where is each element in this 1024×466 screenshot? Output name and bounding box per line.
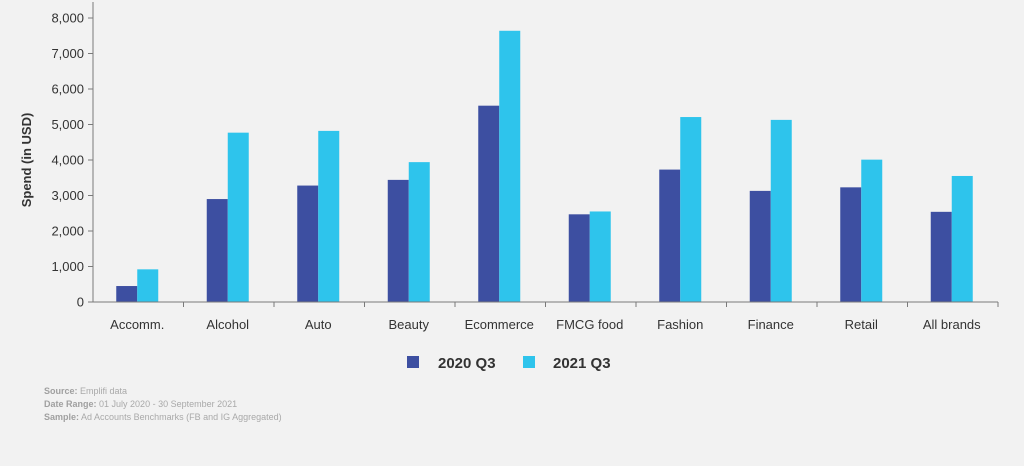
bar-chart: 0 1,000 2,000 3,000 4,000 5,000 6,000 7,000 8,00… [19, 2, 999, 372]
bar-2021-q3 [589, 211, 611, 302]
y-axis-title: Spend (in USD) [19, 113, 34, 208]
x-tick-label: Finance [748, 317, 794, 332]
bar-2021-q3 [408, 162, 430, 302]
x-tick-label: FMCG food [556, 317, 623, 332]
legend-swatch [407, 356, 419, 368]
legend-label: 2021 Q3 [553, 355, 611, 372]
x-tick-label: Retail [845, 317, 878, 332]
bar-2020-q3 [930, 211, 952, 302]
y-tick-label: 6,000 [51, 82, 84, 97]
footer-sample: Sample: Ad Accounts Benchmarks (FB and I… [44, 411, 282, 424]
bar-2020-q3 [568, 214, 590, 302]
y-tick-label: 3,000 [51, 188, 84, 203]
x-tick-label: Beauty [389, 317, 430, 332]
x-tick-label: Auto [305, 317, 332, 332]
x-axis-labels: Accomm. Alcohol Auto Beauty Ecommerce FMCG fo… [110, 302, 999, 332]
footer-source-label: Source: [44, 386, 78, 396]
bar-2020-q3 [659, 169, 681, 302]
footer-sample-label: Sample: [44, 412, 80, 422]
legend: 2020 Q3 2021 Q3 [407, 355, 611, 372]
x-tick-label: Fashion [657, 317, 703, 332]
y-tick-label: 8,000 [51, 11, 84, 26]
bar-2020-q3 [206, 199, 228, 302]
bar-2021-q3 [951, 175, 973, 302]
footer-date-label: Date Range: [44, 399, 97, 409]
y-axis-ticks: 0 1,000 2,000 3,000 4,000 5,000 6,000 7,000 8,00… [51, 11, 93, 310]
bar-2020-q3 [478, 105, 500, 302]
footer-source: Source: Emplifi data [44, 385, 282, 398]
bar-2021-q3 [770, 119, 792, 302]
y-tick-label: 1,000 [51, 259, 84, 274]
bar-2021-q3 [137, 269, 159, 302]
legend-swatch [523, 356, 535, 368]
x-tick-label: Ecommerce [465, 317, 534, 332]
footer-sample-value: Ad Accounts Benchmarks (FB and IG Aggreg… [81, 412, 282, 422]
bars [116, 30, 973, 303]
bar-2020-q3 [116, 286, 138, 302]
legend-label: 2020 Q3 [438, 355, 496, 372]
bar-2021-q3 [680, 117, 702, 302]
x-tick-label: Accomm. [110, 317, 164, 332]
bar-2021-q3 [499, 30, 521, 303]
y-tick-label: 2,000 [51, 224, 84, 239]
chart-footer: Source: Emplifi data Date Range: 01 July… [44, 385, 282, 424]
bar-2020-q3 [297, 185, 319, 302]
x-tick-label: All brands [923, 317, 981, 332]
bar-2021-q3 [227, 132, 249, 302]
x-tick-label: Alcohol [206, 317, 249, 332]
footer-source-value: Emplifi data [80, 386, 128, 396]
bar-2021-q3 [318, 130, 340, 302]
bar-2020-q3 [749, 190, 771, 302]
bar-2021-q3 [861, 159, 883, 302]
bar-2020-q3 [840, 187, 862, 302]
bar-2020-q3 [387, 179, 409, 302]
y-tick-label: 4,000 [51, 153, 84, 168]
y-tick-label: 0 [77, 295, 84, 310]
footer-date-range: Date Range: 01 July 2020 - 30 September … [44, 398, 282, 411]
y-tick-label: 7,000 [51, 46, 84, 61]
footer-date-value: 01 July 2020 - 30 September 2021 [99, 399, 238, 409]
y-tick-label: 5,000 [51, 117, 84, 132]
